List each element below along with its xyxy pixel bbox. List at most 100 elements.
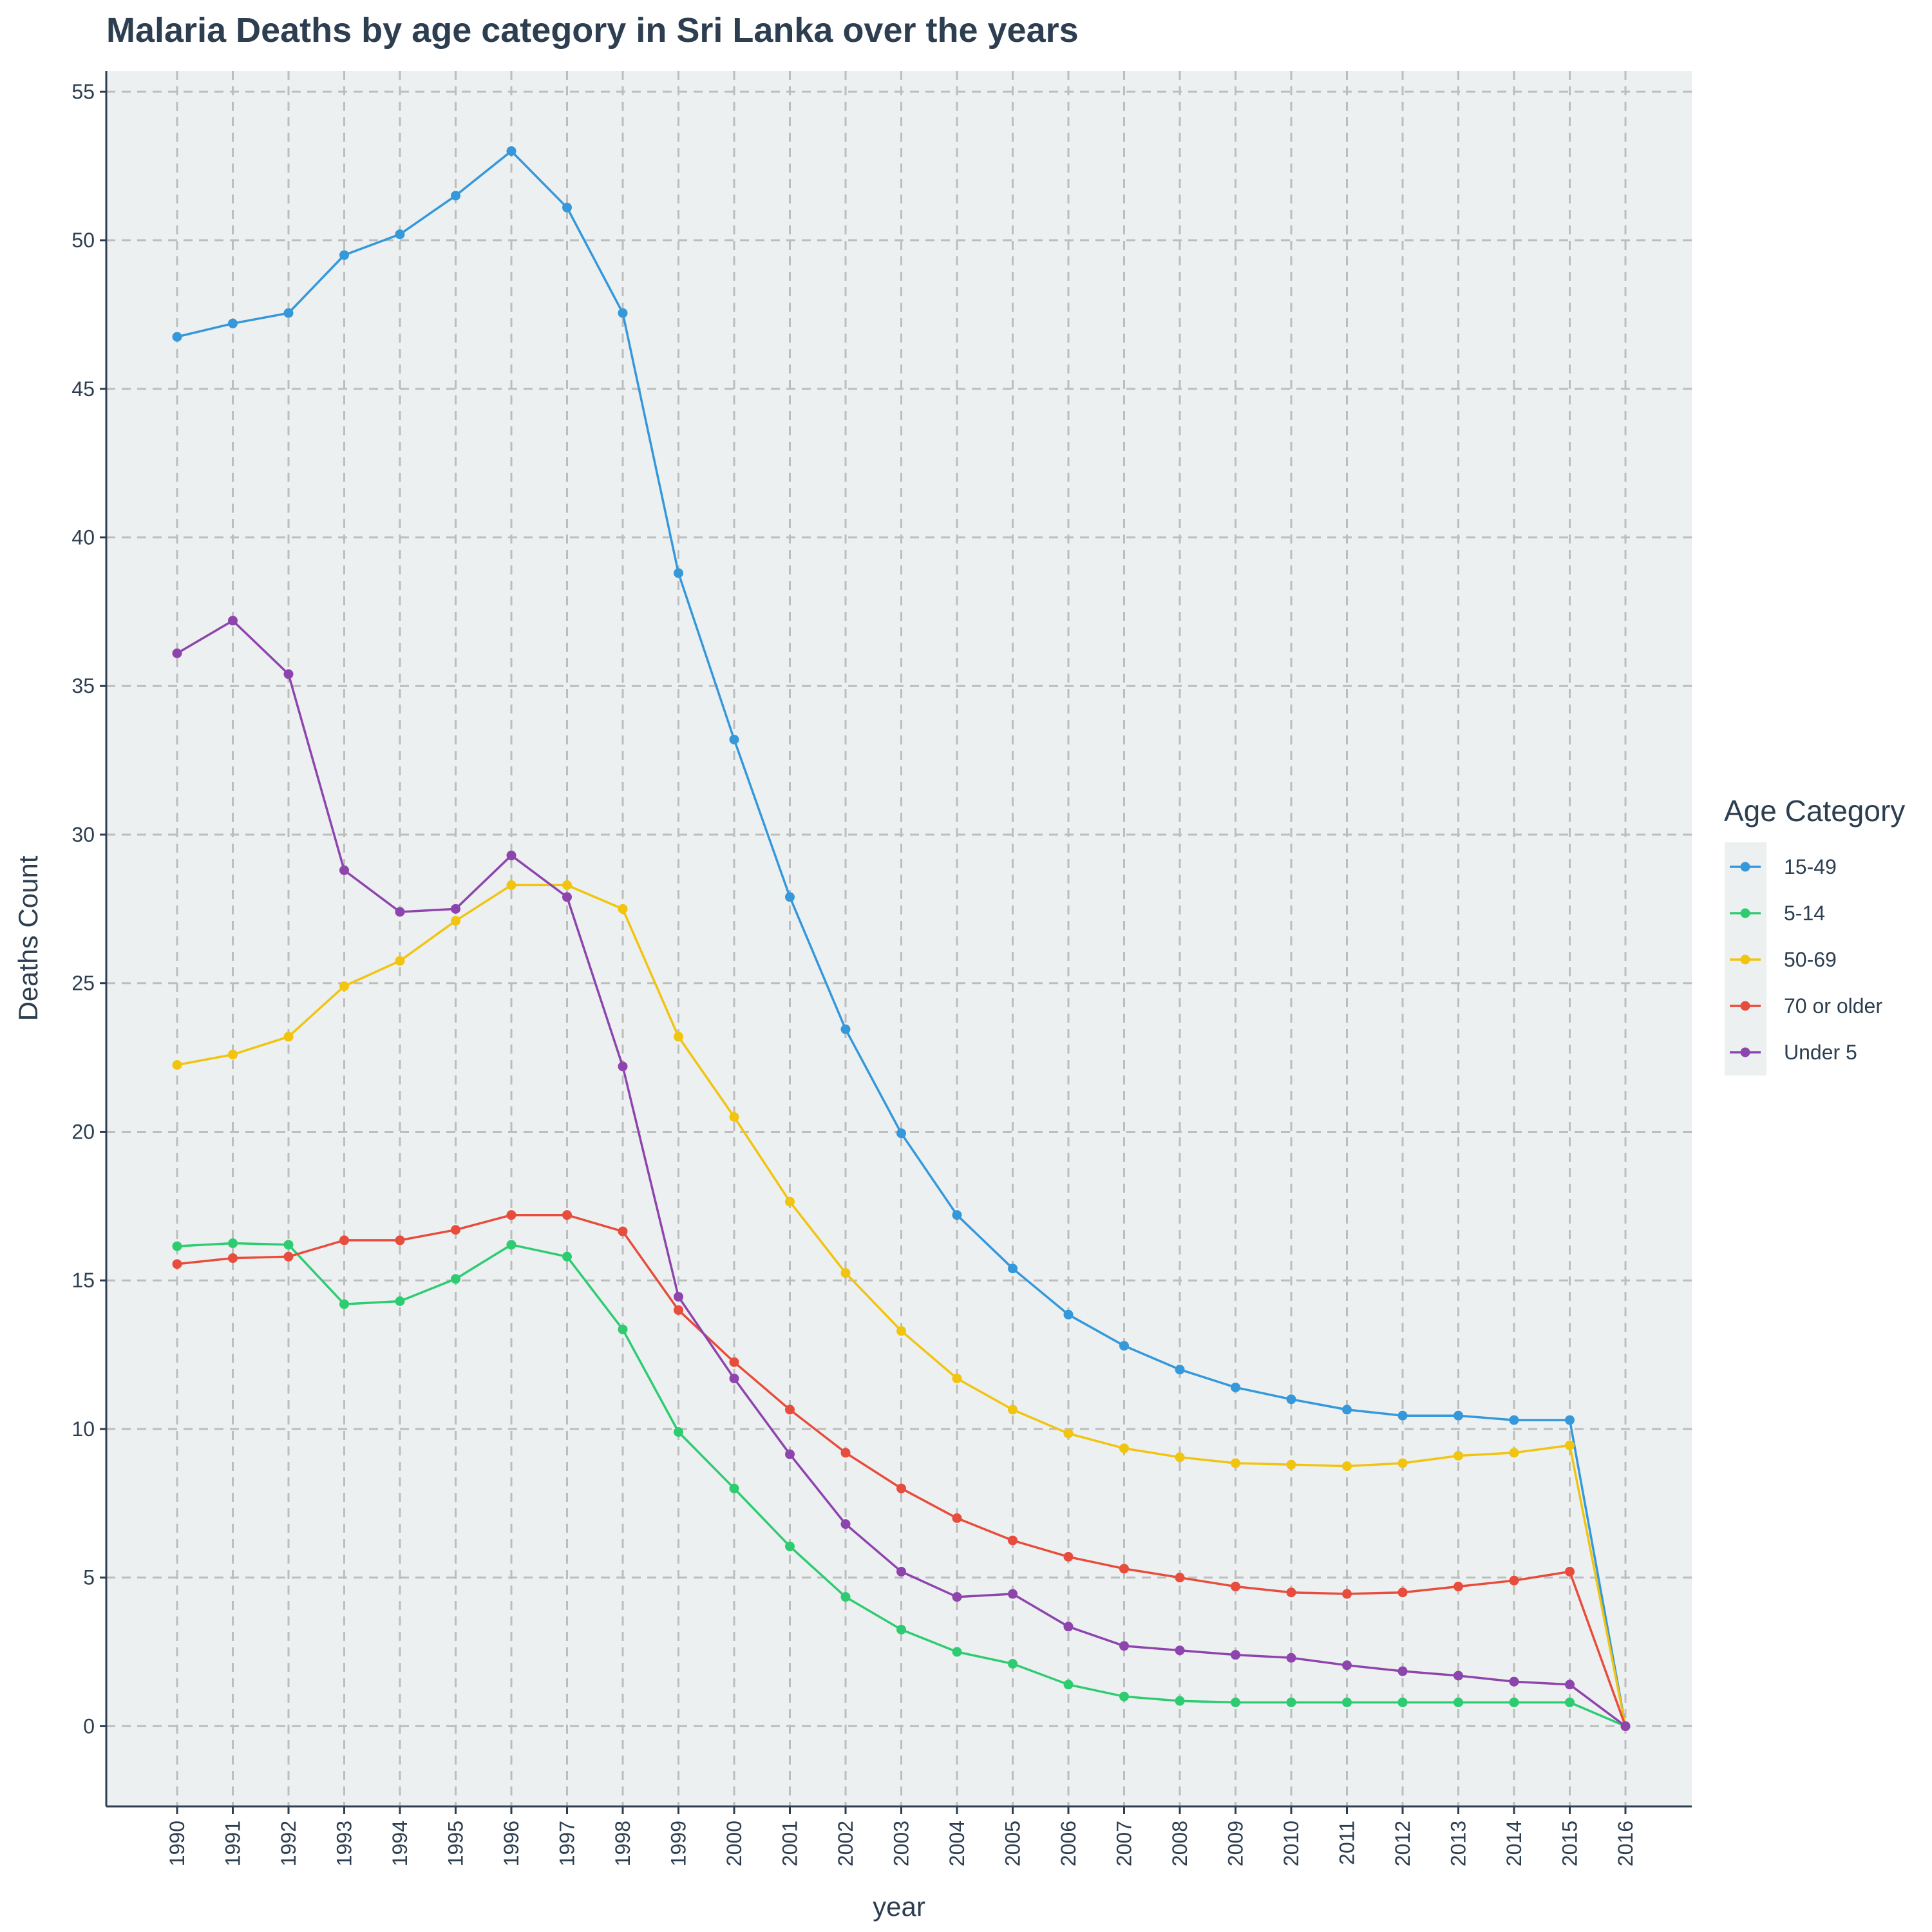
data-point-under-5 [1175,1645,1185,1656]
data-point-50-69 [283,1032,294,1042]
data-point-50-69 [451,916,460,926]
data-point-50-69 [1008,1405,1018,1415]
data-point-under-5 [1509,1676,1519,1687]
data-point-5-14 [1119,1691,1129,1701]
data-point-15-49 [395,229,405,240]
data-point-70-or-older [506,1210,516,1220]
data-point-50-69 [172,1060,182,1070]
y-axis-ticks: 0 5 10 15 20 25 30 35 40 45 50 55 [71,80,106,1738]
x-tick-label: 1990 [166,1821,189,1866]
legend-item-5-14: 5-14 [1730,902,1825,925]
data-point-5-14 [1175,1696,1185,1706]
data-point-50-69 [1063,1428,1074,1439]
legend-item-70-or-older: 70 or older [1730,994,1882,1018]
data-point-50-69 [785,1197,795,1207]
data-point-under-5 [562,892,572,902]
data-point-70-or-older [840,1448,851,1458]
data-point-15-49 [562,202,572,213]
x-tick-label: 2004 [945,1821,969,1866]
legend-swatch-marker [1740,1047,1750,1057]
data-point-5-14 [451,1274,460,1284]
data-point-5-14 [1509,1697,1519,1707]
data-point-under-5 [339,865,349,875]
legend-item-15-49: 15-49 [1730,855,1837,878]
data-point-70-or-older [283,1251,294,1262]
data-point-15-49 [618,308,628,318]
data-point-50-69 [1454,1450,1463,1461]
data-point-70-or-older [1509,1575,1519,1586]
x-tick-label: 1994 [388,1821,412,1866]
data-point-15-49 [840,1024,851,1034]
data-point-15-49 [952,1210,962,1220]
data-point-15-49 [1008,1264,1018,1274]
data-point-under-5 [1454,1671,1463,1681]
data-point-50-69 [952,1373,962,1383]
data-point-5-14 [1231,1697,1240,1707]
y-tick-label: 5 [83,1566,95,1589]
x-tick-label: 1997 [556,1821,579,1866]
data-point-70-or-older [729,1357,739,1367]
legend-label: 70 or older [1784,994,1882,1018]
y-tick-label: 55 [71,80,95,103]
data-point-15-49 [172,332,182,342]
data-point-15-49 [339,250,349,260]
data-point-70-or-older [674,1305,683,1315]
data-point-50-69 [1509,1448,1519,1458]
data-point-under-5 [952,1592,962,1602]
x-tick-label: 2008 [1168,1821,1191,1866]
x-tick-label: 1995 [444,1821,468,1866]
y-tick-label: 0 [83,1714,95,1738]
x-tick-label: 2014 [1502,1821,1526,1866]
data-point-under-5 [506,850,516,860]
series-5-14 [172,1238,1631,1731]
x-tick-label: 2011 [1336,1821,1359,1865]
data-point-50-69 [1119,1443,1129,1454]
data-point-under-5 [896,1566,906,1577]
grid-lines [106,71,1692,1806]
x-tick-label: 2002 [834,1821,857,1866]
data-point-5-14 [952,1647,962,1657]
data-point-15-49 [506,146,516,156]
data-point-15-49 [228,318,238,328]
plot-background [106,71,1692,1806]
data-point-50-69 [618,904,628,914]
x-tick-label: 1992 [277,1821,300,1866]
data-point-5-14 [674,1427,683,1437]
data-point-70-or-older [1397,1587,1408,1598]
data-point-50-69 [896,1326,906,1336]
chart-title: Malaria Deaths by age category in Sri La… [106,11,1079,50]
data-point-15-49 [283,308,294,318]
x-tick-label: 2009 [1224,1821,1247,1866]
data-point-15-49 [1454,1410,1463,1421]
x-tick-label: 2012 [1391,1821,1414,1866]
x-tick-label: 2016 [1614,1821,1637,1866]
data-point-under-5 [729,1373,739,1383]
x-tick-label: 1999 [667,1821,690,1866]
data-point-5-14 [729,1483,739,1493]
data-point-15-49 [674,568,683,578]
data-point-70-or-older [952,1513,962,1523]
y-tick-label: 40 [71,526,95,549]
data-point-under-5 [228,616,238,626]
legend: Age Category 15-49 5-14 50-69 70 or older Un… [1724,794,1905,1075]
data-point-15-49 [1063,1309,1074,1320]
data-point-under-5 [785,1449,795,1459]
data-point-under-5 [1397,1666,1408,1676]
data-point-50-69 [840,1268,851,1278]
legend-label: 50-69 [1784,948,1837,971]
data-point-15-49 [1175,1365,1185,1375]
legend-items: 15-49 5-14 50-69 70 or older Under 5 [1730,855,1882,1064]
data-point-70-or-older [785,1405,795,1415]
data-point-under-5 [172,648,182,658]
data-point-50-69 [395,956,405,966]
x-tick-label: 2015 [1558,1821,1582,1866]
data-point-15-49 [1509,1415,1519,1425]
data-point-under-5 [283,669,294,679]
data-point-15-49 [451,191,460,201]
data-point-70-or-older [1008,1535,1018,1546]
data-point-50-69 [506,880,516,890]
data-point-15-49 [1231,1382,1240,1392]
data-point-5-14 [618,1324,628,1334]
data-point-5-14 [1008,1658,1018,1669]
